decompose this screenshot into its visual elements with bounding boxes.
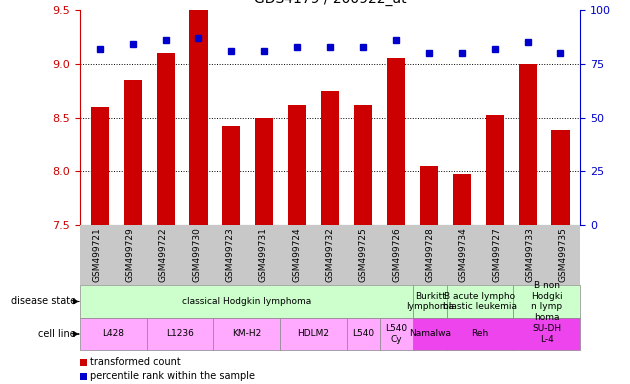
Text: SU-DH
L-4: SU-DH L-4 bbox=[532, 324, 561, 344]
Bar bbox=[518, 64, 537, 225]
Text: GSM499725: GSM499725 bbox=[359, 227, 368, 282]
Bar bbox=[147, 318, 214, 350]
Bar bbox=[413, 285, 447, 318]
Text: Reh: Reh bbox=[471, 329, 489, 339]
Bar bbox=[387, 58, 405, 225]
Bar bbox=[420, 166, 438, 225]
Text: B non
Hodgki
n lymp
homa: B non Hodgki n lymp homa bbox=[531, 281, 563, 322]
Text: transformed count: transformed count bbox=[90, 357, 181, 367]
Bar bbox=[222, 126, 241, 225]
Bar bbox=[354, 104, 372, 225]
Bar bbox=[80, 318, 147, 350]
Text: GSM499733: GSM499733 bbox=[525, 227, 534, 282]
Bar bbox=[123, 80, 142, 225]
Text: GSM499726: GSM499726 bbox=[392, 227, 401, 282]
Text: L1236: L1236 bbox=[166, 329, 194, 339]
Text: Namalwa: Namalwa bbox=[409, 329, 451, 339]
Bar bbox=[80, 359, 87, 366]
Text: GSM499728: GSM499728 bbox=[425, 227, 435, 282]
Bar bbox=[280, 318, 347, 350]
Bar bbox=[447, 285, 513, 318]
Bar bbox=[453, 174, 471, 225]
Bar bbox=[80, 285, 413, 318]
Bar bbox=[288, 104, 306, 225]
Text: L540: L540 bbox=[352, 329, 374, 339]
Bar bbox=[551, 131, 570, 225]
Bar bbox=[486, 115, 504, 225]
Text: GSM499735: GSM499735 bbox=[559, 227, 568, 282]
Text: GSM499721: GSM499721 bbox=[92, 227, 101, 282]
Bar bbox=[80, 225, 580, 285]
Text: GSM499734: GSM499734 bbox=[459, 227, 468, 282]
Text: percentile rank within the sample: percentile rank within the sample bbox=[90, 371, 255, 381]
Text: cell line: cell line bbox=[38, 329, 76, 339]
Bar bbox=[513, 285, 580, 318]
Text: Burkitt
lymphoma: Burkitt lymphoma bbox=[406, 292, 454, 311]
Text: GSM499727: GSM499727 bbox=[492, 227, 501, 282]
Text: GSM499724: GSM499724 bbox=[292, 227, 301, 282]
Bar bbox=[190, 10, 207, 225]
Text: L540
Cy: L540 Cy bbox=[386, 324, 408, 344]
Title: GDS4179 / 200922_at: GDS4179 / 200922_at bbox=[254, 0, 406, 6]
Bar bbox=[255, 118, 273, 225]
Text: L428: L428 bbox=[102, 329, 124, 339]
Bar bbox=[156, 53, 175, 225]
Text: HDLM2: HDLM2 bbox=[297, 329, 329, 339]
Bar bbox=[513, 318, 580, 350]
Text: GSM499723: GSM499723 bbox=[226, 227, 234, 282]
Bar bbox=[413, 318, 447, 350]
Text: GSM499731: GSM499731 bbox=[259, 227, 268, 282]
Bar bbox=[321, 91, 339, 225]
Text: B acute lympho
blastic leukemia: B acute lympho blastic leukemia bbox=[443, 292, 517, 311]
Text: classical Hodgkin lymphoma: classical Hodgkin lymphoma bbox=[182, 297, 311, 306]
Bar bbox=[380, 318, 413, 350]
Text: GSM499732: GSM499732 bbox=[326, 227, 335, 282]
Text: disease state: disease state bbox=[11, 296, 76, 306]
Text: GSM499730: GSM499730 bbox=[192, 227, 201, 282]
Bar bbox=[346, 318, 380, 350]
Bar bbox=[91, 107, 109, 225]
Bar bbox=[80, 372, 87, 379]
Text: GSM499722: GSM499722 bbox=[159, 227, 168, 282]
Text: GSM499729: GSM499729 bbox=[125, 227, 134, 282]
Text: KM-H2: KM-H2 bbox=[232, 329, 261, 339]
Bar bbox=[447, 318, 513, 350]
Bar bbox=[214, 318, 280, 350]
